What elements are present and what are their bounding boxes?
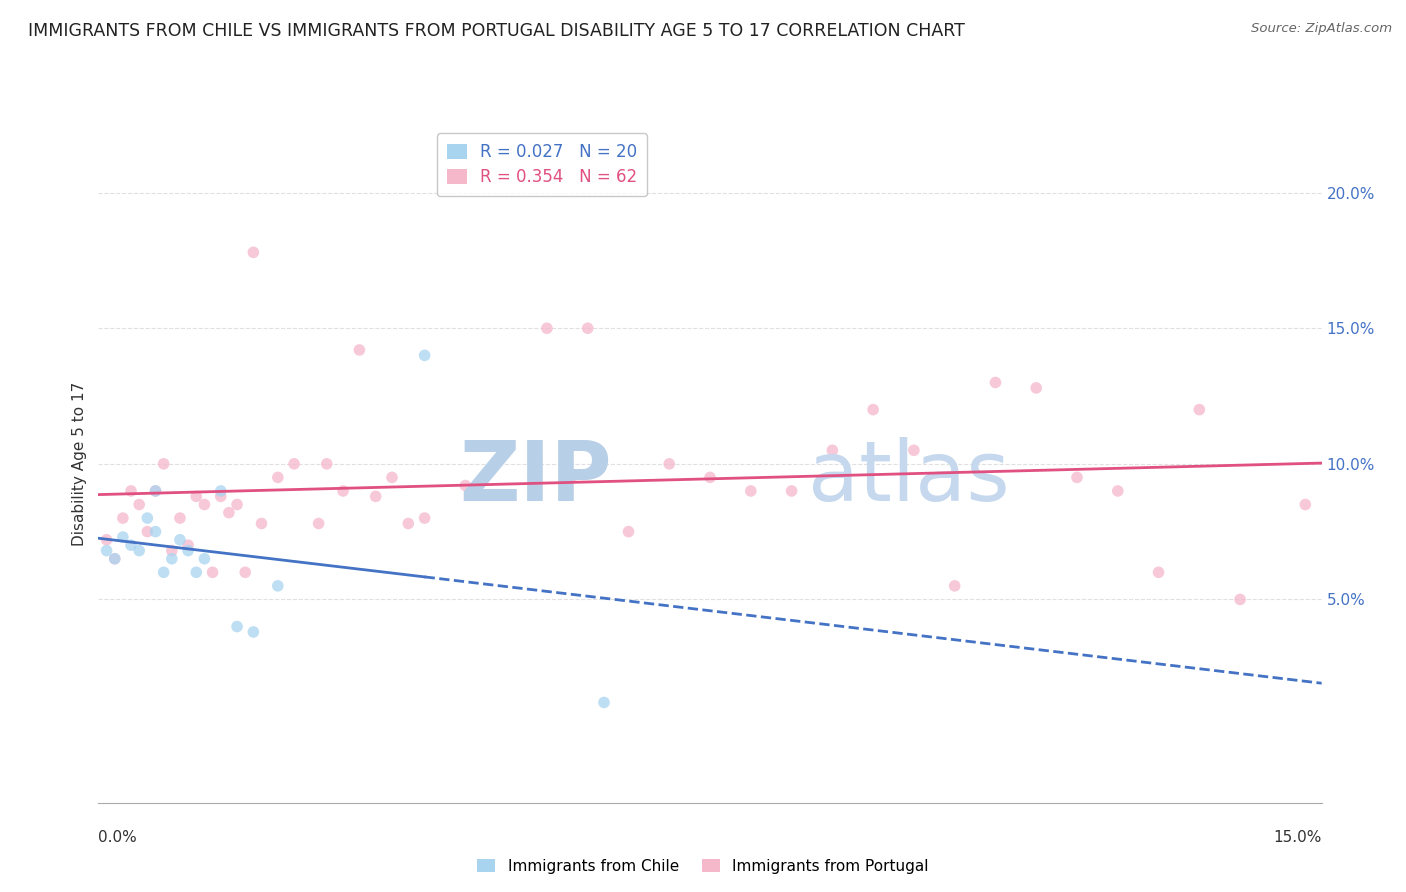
Point <box>308 516 330 531</box>
Point <box>120 538 142 552</box>
Point <box>111 511 134 525</box>
Point <box>560 470 582 484</box>
Point <box>1229 592 1251 607</box>
Point <box>201 566 224 580</box>
Point <box>169 533 191 547</box>
Point <box>152 457 174 471</box>
Point <box>226 619 249 633</box>
Point <box>413 348 436 362</box>
Point <box>780 483 803 498</box>
Point <box>349 343 371 357</box>
Point <box>96 533 118 547</box>
Point <box>396 516 419 531</box>
Point <box>364 489 387 503</box>
Point <box>740 483 762 498</box>
Point <box>145 524 167 539</box>
Point <box>1294 498 1316 512</box>
Point <box>283 457 305 471</box>
Point <box>536 321 558 335</box>
Legend: R = 0.027   N = 20, R = 0.354   N = 62: R = 0.027 N = 20, R = 0.354 N = 62 <box>437 133 648 196</box>
Point <box>104 551 127 566</box>
Point <box>576 321 599 335</box>
Point <box>233 566 256 580</box>
Point <box>160 551 183 566</box>
Point <box>226 498 249 512</box>
Text: 0.0%: 0.0% <box>98 830 138 845</box>
Point <box>454 478 477 492</box>
Point <box>136 511 159 525</box>
Point <box>104 551 127 566</box>
Point <box>136 524 159 539</box>
Point <box>593 696 616 710</box>
Point <box>1066 470 1088 484</box>
Point <box>193 551 215 566</box>
Point <box>186 489 208 503</box>
Point <box>315 457 337 471</box>
Point <box>145 483 167 498</box>
Point <box>209 483 232 498</box>
Point <box>160 543 183 558</box>
Point <box>495 443 517 458</box>
Point <box>242 624 264 639</box>
Legend: Immigrants from Chile, Immigrants from Portugal: Immigrants from Chile, Immigrants from P… <box>471 853 935 880</box>
Point <box>332 483 354 498</box>
Point <box>177 538 200 552</box>
Point <box>128 498 150 512</box>
Point <box>242 245 264 260</box>
Point <box>128 543 150 558</box>
Text: atlas: atlas <box>808 437 1010 518</box>
Point <box>381 470 404 484</box>
Point <box>250 516 273 531</box>
Point <box>1188 402 1211 417</box>
Text: 15.0%: 15.0% <box>1274 830 1322 845</box>
Text: ZIP: ZIP <box>460 437 612 518</box>
Point <box>1147 566 1170 580</box>
Point <box>169 511 191 525</box>
Point <box>1025 381 1047 395</box>
Point <box>699 470 721 484</box>
Y-axis label: Disability Age 5 to 17: Disability Age 5 to 17 <box>72 382 87 546</box>
Point <box>177 543 200 558</box>
Point <box>1107 483 1129 498</box>
Point <box>209 489 232 503</box>
Point <box>943 579 966 593</box>
Point <box>267 579 290 593</box>
Text: IMMIGRANTS FROM CHILE VS IMMIGRANTS FROM PORTUGAL DISABILITY AGE 5 TO 17 CORRELA: IMMIGRANTS FROM CHILE VS IMMIGRANTS FROM… <box>28 22 965 40</box>
Point <box>267 470 290 484</box>
Point <box>193 498 215 512</box>
Point <box>617 524 640 539</box>
Text: Source: ZipAtlas.com: Source: ZipAtlas.com <box>1251 22 1392 36</box>
Point <box>862 402 884 417</box>
Point <box>413 511 436 525</box>
Point <box>96 543 118 558</box>
Point <box>186 566 208 580</box>
Point <box>821 443 844 458</box>
Point <box>120 483 142 498</box>
Point <box>111 530 134 544</box>
Point <box>218 506 240 520</box>
Point <box>658 457 681 471</box>
Point <box>145 483 167 498</box>
Point <box>984 376 1007 390</box>
Point <box>152 566 174 580</box>
Point <box>903 443 925 458</box>
